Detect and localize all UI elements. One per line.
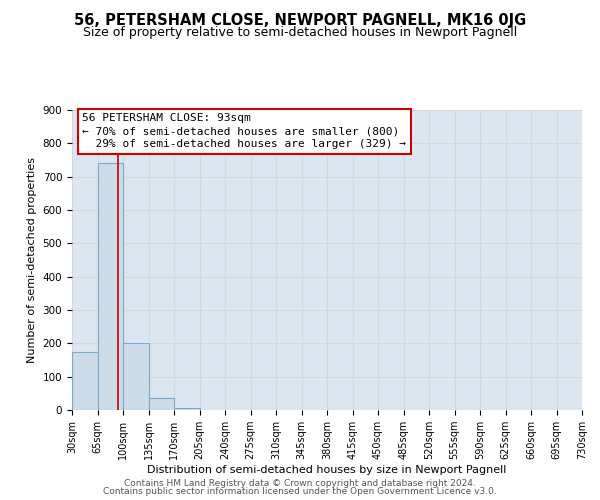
Text: Size of property relative to semi-detached houses in Newport Pagnell: Size of property relative to semi-detach… — [83, 26, 517, 39]
X-axis label: Distribution of semi-detached houses by size in Newport Pagnell: Distribution of semi-detached houses by … — [148, 465, 506, 475]
Text: Contains HM Land Registry data © Crown copyright and database right 2024.: Contains HM Land Registry data © Crown c… — [124, 478, 476, 488]
Text: Contains public sector information licensed under the Open Government Licence v3: Contains public sector information licen… — [103, 487, 497, 496]
Bar — [72, 352, 97, 410]
Bar — [123, 344, 149, 410]
Bar — [149, 398, 174, 410]
Bar — [174, 408, 199, 410]
Y-axis label: Number of semi-detached properties: Number of semi-detached properties — [27, 157, 37, 363]
Text: 56 PETERSHAM CLOSE: 93sqm
← 70% of semi-detached houses are smaller (800)
  29% : 56 PETERSHAM CLOSE: 93sqm ← 70% of semi-… — [82, 113, 406, 150]
Bar — [97, 164, 123, 410]
Text: 56, PETERSHAM CLOSE, NEWPORT PAGNELL, MK16 0JG: 56, PETERSHAM CLOSE, NEWPORT PAGNELL, MK… — [74, 12, 526, 28]
